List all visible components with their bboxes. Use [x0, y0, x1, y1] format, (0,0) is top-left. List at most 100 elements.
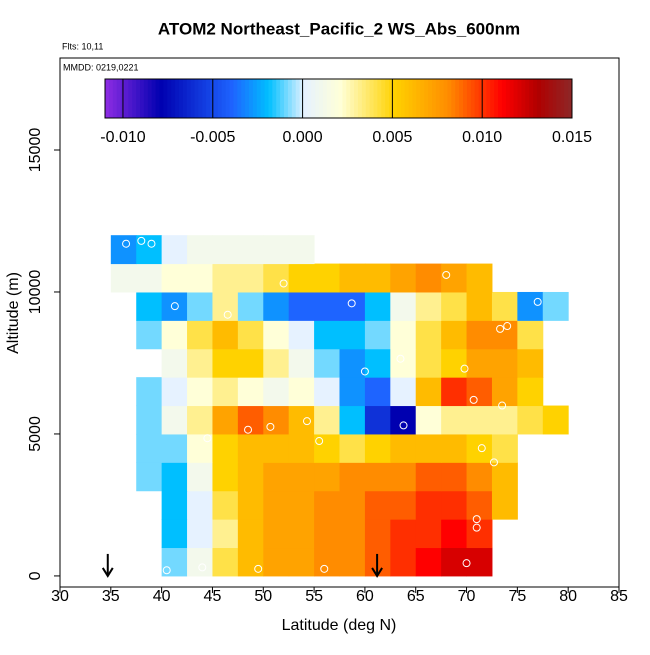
colorbar-swatch: [307, 79, 312, 118]
heat-cell: [161, 547, 188, 577]
colorbar-swatch: [198, 79, 203, 118]
colorbar-swatch: [186, 79, 192, 118]
heat-cell: [212, 377, 239, 407]
heat-cell: [187, 320, 213, 350]
colorbar-swatch: [338, 79, 343, 118]
heat-cell: [136, 263, 163, 293]
heat-cell: [339, 547, 366, 577]
heat-cell: [415, 405, 442, 435]
colorbar-swatch: [498, 79, 503, 118]
heat-cell: [339, 348, 366, 378]
x-tick-label: 45: [204, 588, 222, 605]
heat-cell: [491, 377, 518, 407]
heat-cell: [364, 320, 391, 350]
heat-cell: [390, 490, 417, 520]
colorbar-swatch: [147, 79, 153, 118]
colorbar-swatch: [466, 79, 472, 118]
colorbar-swatch: [385, 79, 390, 118]
heat-cell: [161, 291, 188, 321]
heat-cell: [364, 519, 391, 549]
heat-cell: [415, 320, 442, 350]
colorbar-swatch: [564, 79, 569, 118]
colorbar-swatch: [470, 79, 476, 118]
colorbar-swatch: [544, 79, 550, 118]
heat-cell: [212, 462, 239, 492]
colorbar-swatch: [233, 79, 238, 118]
sample-point: [302, 417, 311, 426]
colorbar-swatch: [299, 79, 304, 118]
heat-cell: [466, 433, 493, 463]
colorbar-swatch: [350, 79, 355, 118]
colorbar-swatch: [221, 79, 227, 118]
heat-cell: [390, 377, 417, 407]
heat-cell: [263, 263, 290, 293]
heat-cell: [364, 263, 391, 293]
heat-cell: [237, 547, 264, 577]
colorbar-swatch: [517, 79, 522, 118]
colorbar-swatch: [206, 79, 211, 118]
heat-cell: [187, 490, 213, 520]
heat-cell: [517, 320, 544, 350]
colorbar-swatch: [474, 79, 480, 118]
heat-cell: [491, 291, 518, 321]
heat-cell: [187, 377, 213, 407]
heat-cell: [415, 490, 442, 520]
x-tick-label: 30: [51, 588, 69, 605]
colorbar-swatch: [322, 79, 328, 118]
y-tick-label: 15000: [27, 128, 44, 173]
colorbar-swatch: [521, 79, 526, 118]
colorbar-swatch: [136, 79, 141, 118]
heat-cell: [263, 348, 290, 378]
heat-cell: [466, 490, 493, 520]
sample-point: [254, 564, 263, 573]
heat-cell: [237, 291, 264, 321]
heat-cell: [237, 462, 264, 492]
colorbar-swatch: [396, 79, 402, 118]
colorbar-swatch: [241, 79, 246, 118]
sample-point: [147, 239, 156, 248]
sample-point: [533, 297, 542, 306]
heat-cell: [161, 320, 188, 350]
heat-cell: [441, 433, 468, 463]
heat-cell: [339, 433, 366, 463]
sample-point: [399, 421, 408, 430]
y-tick-label: 0: [27, 571, 44, 580]
heat-cell: [339, 462, 366, 492]
heat-cell: [161, 263, 188, 293]
heat-cell: [136, 291, 163, 321]
heat-cell: [390, 348, 417, 378]
heat-cell: [314, 462, 340, 492]
colorbar-swatch: [463, 79, 468, 118]
colorbar-swatch: [260, 79, 266, 118]
heat-cell: [441, 490, 468, 520]
heat-cell: [390, 320, 417, 350]
heat-cell: [364, 291, 391, 321]
colorbar-swatch: [424, 79, 429, 118]
sample-point: [462, 559, 471, 568]
colorbar-swatch: [151, 79, 157, 118]
heat-cell: [161, 462, 188, 492]
heat-cell: [187, 348, 213, 378]
heat-cell: [263, 519, 290, 549]
heat-cell: [161, 433, 188, 463]
heat-cell: [314, 291, 340, 321]
colorbar-swatch: [326, 79, 332, 118]
colorbar-swatch: [256, 79, 262, 118]
colorbar-swatch: [155, 79, 160, 118]
arrow-head: [371, 567, 383, 578]
chart-title: ATOM2 Northeast_Pacific_2 WS_Abs_600nm: [158, 19, 520, 38]
heat-cell: [415, 433, 442, 463]
colorbar-swatch: [217, 79, 223, 118]
colorbar-swatch: [202, 79, 207, 118]
heat-cell: [263, 490, 290, 520]
heat-cell: [415, 291, 442, 321]
heat-cell: [441, 519, 468, 549]
heat-cell: [136, 433, 163, 463]
heat-cell: [491, 405, 518, 435]
sample-point: [170, 302, 179, 311]
x-tick-label: 80: [559, 588, 577, 605]
sample-point: [122, 239, 131, 248]
colorbar-swatch: [311, 79, 316, 118]
heat-cell: [288, 291, 315, 321]
